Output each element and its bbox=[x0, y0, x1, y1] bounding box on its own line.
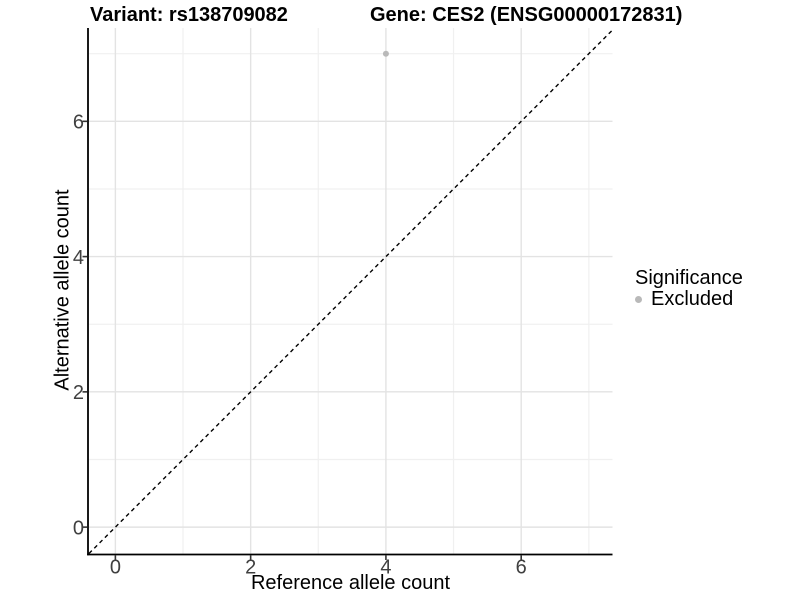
x-tick-label: 0 bbox=[110, 557, 121, 579]
y-tick-label: 6 bbox=[73, 112, 84, 134]
x-tick-label: 6 bbox=[516, 557, 527, 579]
legend: Significance Excluded bbox=[629, 267, 743, 310]
data-point bbox=[382, 50, 389, 57]
identity-line bbox=[88, 29, 613, 554]
legend-entry-excluded: Excluded bbox=[629, 288, 743, 310]
y-axis-title: Alternative allele count bbox=[51, 189, 74, 391]
y-tick-label: 4 bbox=[73, 247, 84, 269]
y-tick-label: 0 bbox=[73, 517, 84, 539]
variant-title: Variant: rs138709082 bbox=[90, 4, 288, 26]
legend-title: Significance bbox=[635, 267, 743, 289]
x-tick-label: 4 bbox=[380, 557, 391, 579]
excluded-point-icon bbox=[634, 296, 642, 303]
legend-entry-label: Excluded bbox=[651, 288, 734, 310]
legend-key bbox=[629, 291, 647, 309]
x-tick-label: 2 bbox=[245, 557, 256, 579]
x-axis-title: Reference allele count bbox=[250, 572, 450, 594]
y-tick-label: 2 bbox=[73, 382, 84, 404]
gene-title: Gene: CES2 (ENSG00000172831) bbox=[370, 4, 683, 26]
